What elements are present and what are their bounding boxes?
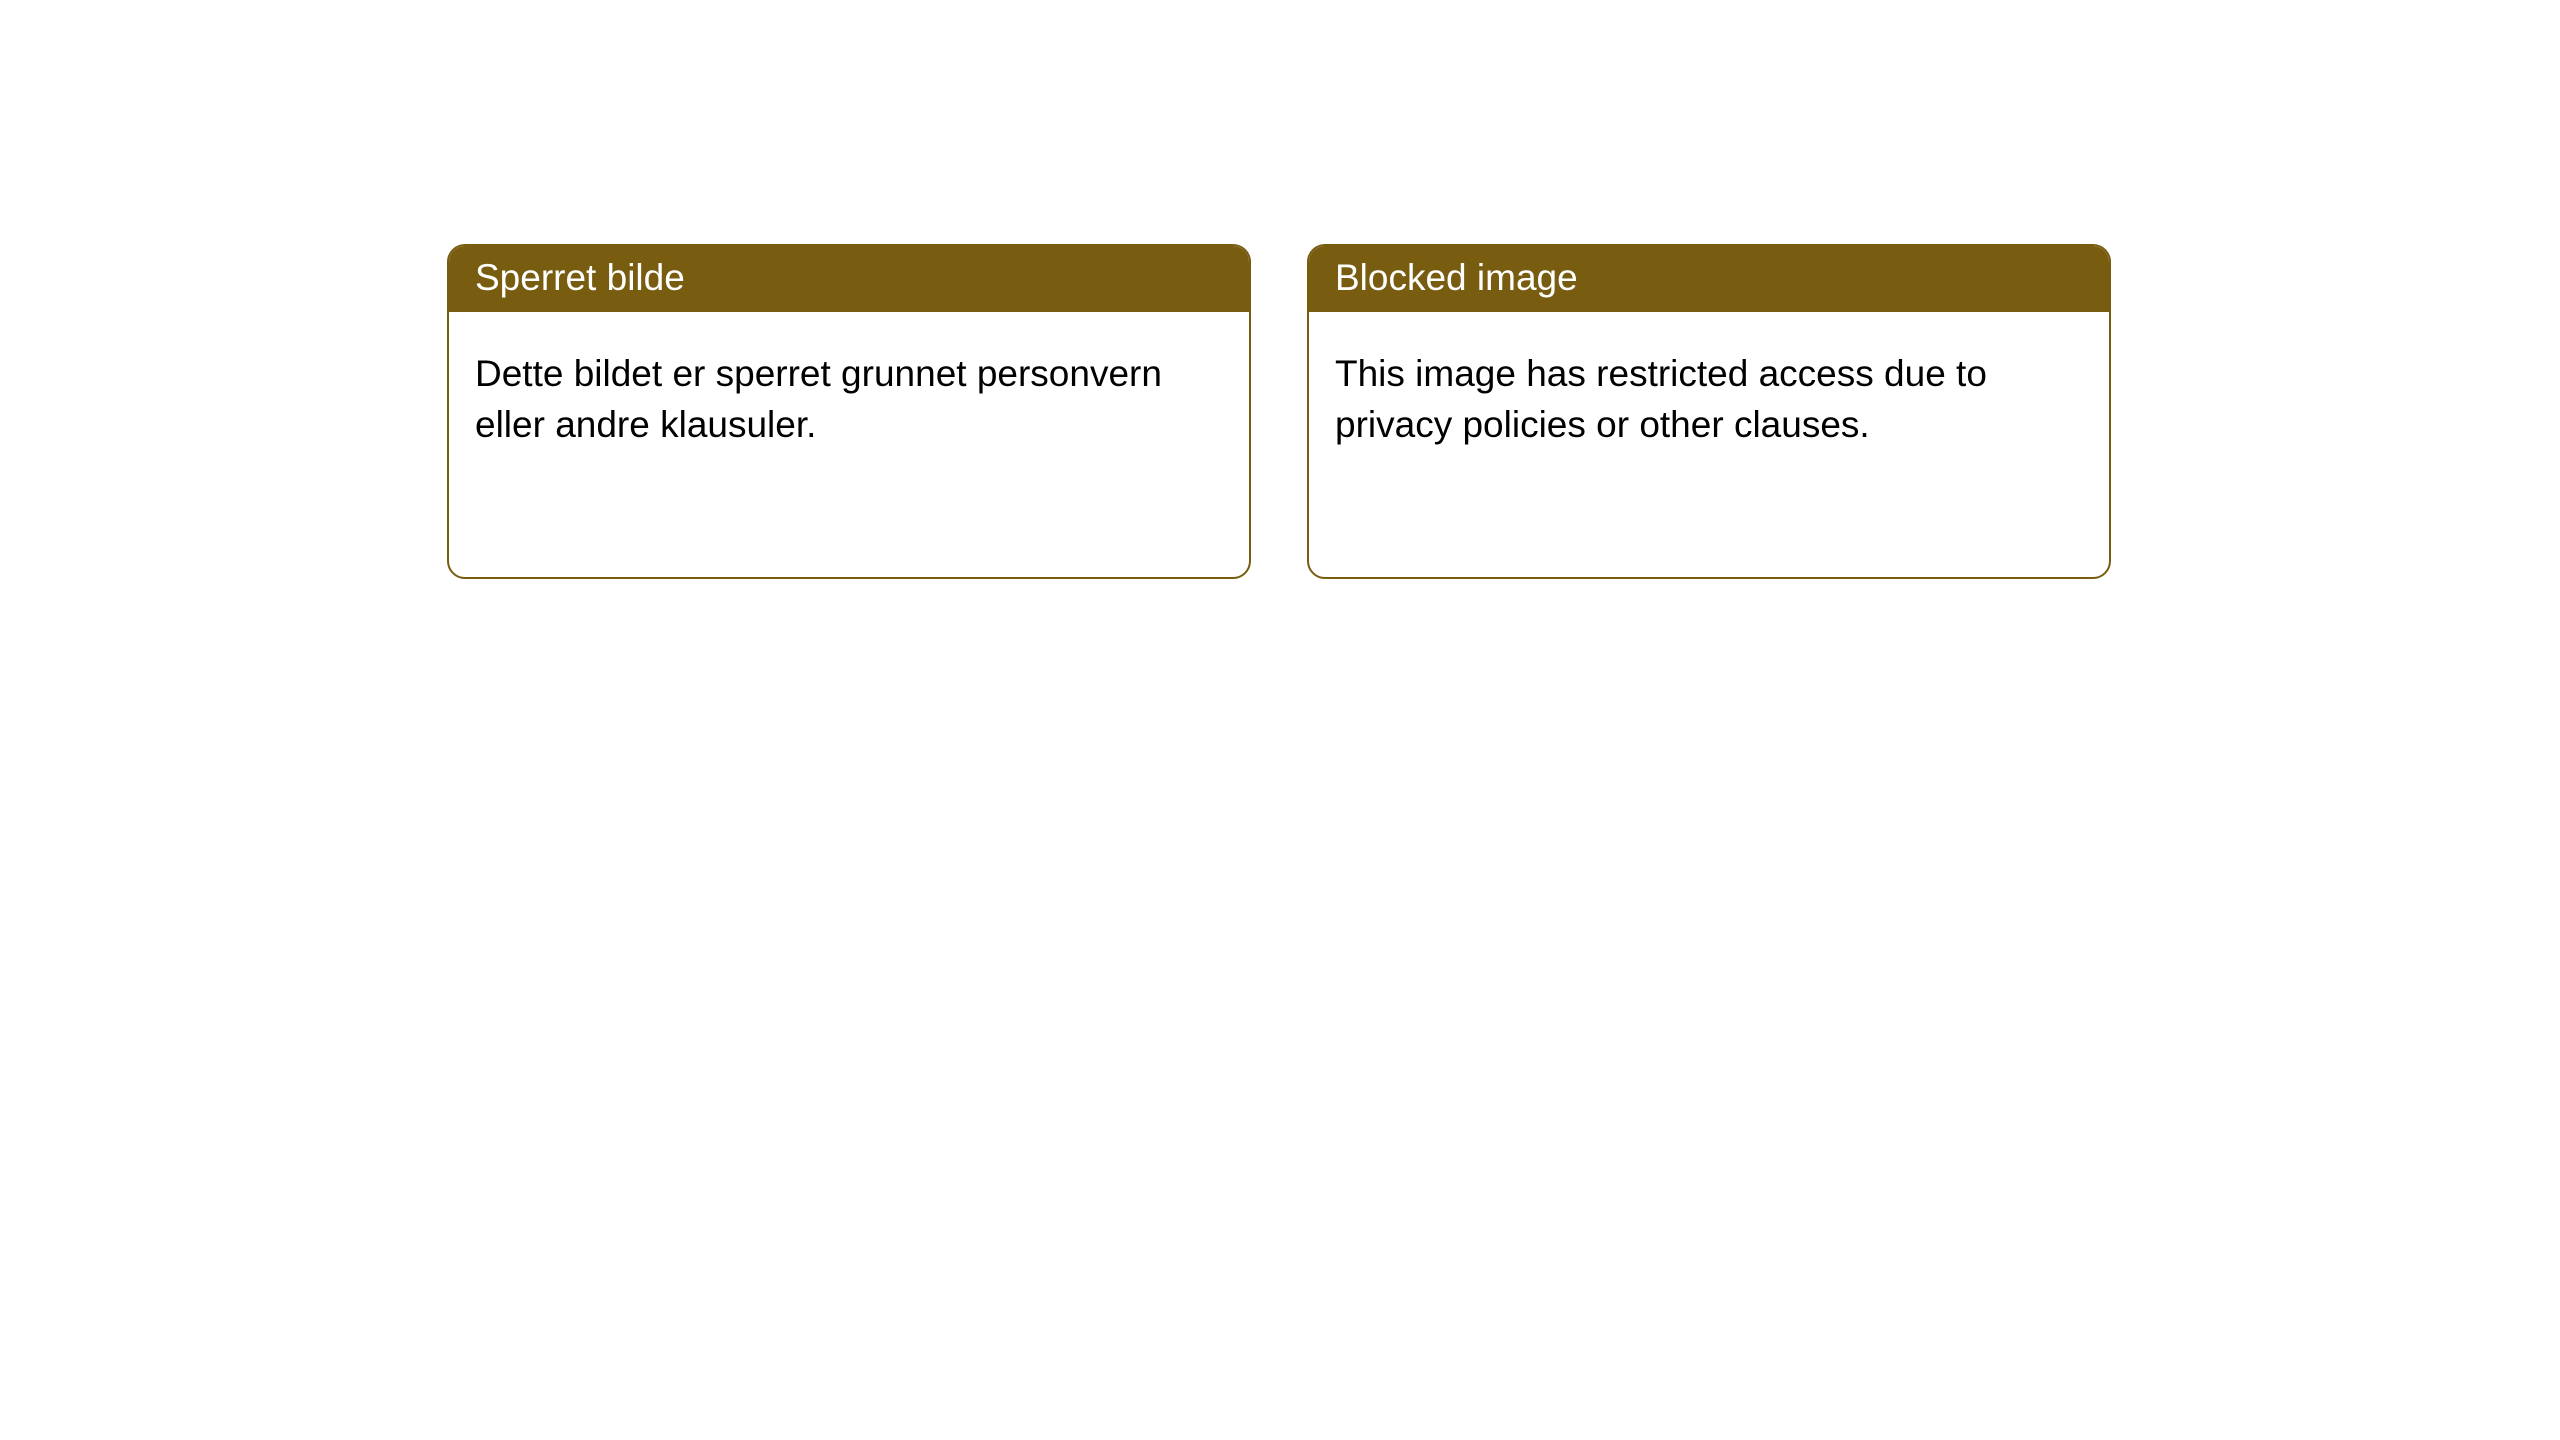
notice-card-english: Blocked image This image has restricted … [1307, 244, 2111, 579]
notice-card-norwegian: Sperret bilde Dette bildet er sperret gr… [447, 244, 1251, 579]
notice-body-english: This image has restricted access due to … [1309, 312, 2109, 486]
notice-body-norwegian: Dette bildet er sperret grunnet personve… [449, 312, 1249, 486]
notice-header-norwegian: Sperret bilde [449, 246, 1249, 312]
notice-container: Sperret bilde Dette bildet er sperret gr… [0, 0, 2560, 579]
notice-header-english: Blocked image [1309, 246, 2109, 312]
